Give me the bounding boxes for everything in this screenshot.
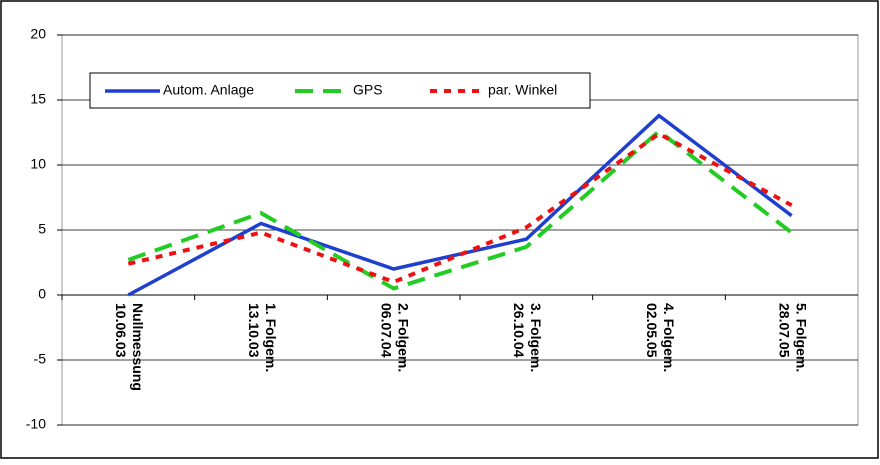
y-tick-label: 10 xyxy=(30,156,46,172)
series-line xyxy=(127,131,793,285)
x-tick-label: 3. Folgem.26.10.04 xyxy=(511,303,544,372)
x-tick-label-line: 26.10.04 xyxy=(511,303,527,358)
y-tick-label: 5 xyxy=(38,221,46,237)
x-tick-label-line: 28.07.05 xyxy=(776,303,792,358)
legend-label: GPS xyxy=(353,82,383,98)
x-tick-label: 2. Folgem.06.07.04 xyxy=(378,303,411,372)
x-tick-label-line: 02.05.05 xyxy=(644,303,660,358)
series-line xyxy=(127,128,793,291)
x-tick-label: 5. Folgem.28.07.05 xyxy=(776,303,809,372)
x-tick-label-line: 1. Folgem. xyxy=(263,303,279,372)
y-tick-label: 0 xyxy=(38,286,46,302)
x-tick-label-line: 10.06.03 xyxy=(113,303,129,358)
x-tick-label-line: 13.10.03 xyxy=(246,303,262,358)
x-tick-label-line: 4. Folgem. xyxy=(661,303,677,372)
x-tick-label-line: 5. Folgem. xyxy=(793,303,809,372)
x-tick-label-line: 2. Folgem. xyxy=(395,303,411,372)
x-tick-label: 1. Folgem.13.10.03 xyxy=(246,303,279,372)
x-tick-label-line: Nullmessung xyxy=(130,303,146,391)
y-tick-label: 15 xyxy=(30,91,46,107)
x-tick-label: 4. Folgem.02.05.05 xyxy=(644,303,677,372)
legend-label: Autom. Anlage xyxy=(163,82,254,98)
series-line xyxy=(127,113,793,297)
y-tick-label: -10 xyxy=(26,416,46,432)
x-tick-label-line: 06.07.04 xyxy=(378,303,394,358)
y-tick-label: 20 xyxy=(30,26,46,42)
legend-label: par. Winkel xyxy=(488,82,557,98)
y-tick-label: -5 xyxy=(34,351,47,367)
x-tick-label-line: 3. Folgem. xyxy=(528,303,544,372)
